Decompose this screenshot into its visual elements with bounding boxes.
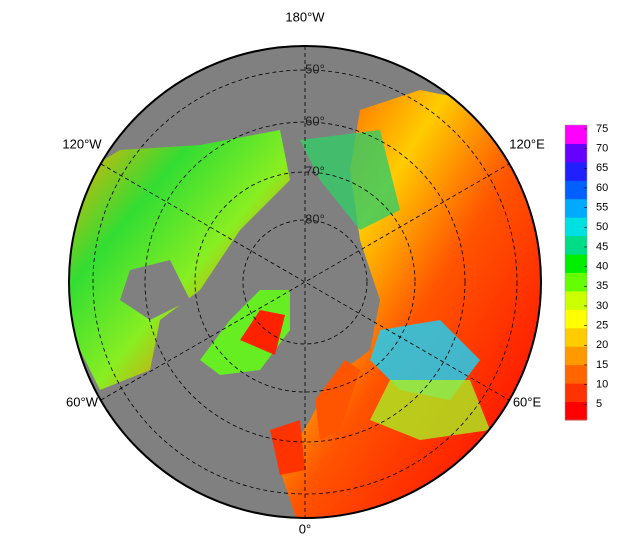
colorbar-tick-label: 25 xyxy=(596,320,608,332)
colorbar-tick-label: 65 xyxy=(596,162,608,174)
colorbar-tick-label: 60 xyxy=(596,182,608,194)
meridian xyxy=(100,163,510,401)
colorbar-band xyxy=(565,383,587,403)
meridian xyxy=(100,163,510,401)
colorbar-band xyxy=(565,272,587,292)
colorbar-band xyxy=(565,346,587,366)
colorbar-band xyxy=(565,364,587,384)
colorbar-tick-label: 40 xyxy=(596,261,608,273)
colorbar-band xyxy=(565,161,587,181)
colorbar-tick-label: 75 xyxy=(596,123,608,135)
colorbar-tick-label: 50 xyxy=(596,221,608,233)
longitude-label: 60°W xyxy=(66,394,99,409)
eurasia xyxy=(280,90,541,518)
longitude-label: 120°E xyxy=(509,136,545,151)
parallel xyxy=(144,121,466,443)
colorbar-tick-label: 15 xyxy=(596,359,608,371)
british-isles xyxy=(270,420,305,475)
colorbar-band xyxy=(565,309,587,329)
parallel xyxy=(194,171,416,393)
hudson-bay xyxy=(120,260,190,320)
colorbar-tick-label: 30 xyxy=(596,300,608,312)
colorbar-tick-label: 20 xyxy=(596,339,608,351)
colorbar-tick-label: 35 xyxy=(596,280,608,292)
parallel xyxy=(242,219,368,345)
graticule xyxy=(92,46,518,518)
colorbar-band xyxy=(565,180,587,200)
latitude-label: 60° xyxy=(305,113,325,128)
colorbar-band xyxy=(565,217,587,237)
map-area xyxy=(69,46,541,518)
latitude-label: 70° xyxy=(305,163,325,178)
latitude-label: 80° xyxy=(305,211,325,226)
colorbar-band xyxy=(565,235,587,255)
colorbar-band xyxy=(565,143,587,163)
region-green xyxy=(370,380,490,440)
colorbar-band xyxy=(565,254,587,273)
north-america xyxy=(70,130,290,390)
longitude-label: 120°W xyxy=(62,136,102,151)
colorbar-tick-label: 70 xyxy=(596,143,608,155)
colorbar-band xyxy=(565,125,587,144)
colorbar-tick-label: 45 xyxy=(596,241,608,253)
latitude-label: 50° xyxy=(305,61,325,76)
colorbar: 5 10 15 20 25 30 35 40 45 50 55 60 65 70 75 xyxy=(564,123,608,421)
colorbar-tick-label: 5 xyxy=(596,398,602,410)
map-border xyxy=(68,45,542,519)
scandinavia xyxy=(315,360,360,440)
colorbar-band xyxy=(565,327,587,347)
colorbar-frame xyxy=(564,124,588,421)
colorbar-band xyxy=(565,198,587,218)
colorbar-tick-label: 55 xyxy=(596,202,608,214)
colorbar-tick-label: 10 xyxy=(596,379,608,391)
region-green xyxy=(300,130,400,230)
colorbar-band xyxy=(565,401,587,421)
longitude-label: 180°W xyxy=(285,9,325,24)
longitude-label: 0° xyxy=(299,521,311,536)
greenland-core xyxy=(240,310,285,355)
longitude-label: 60°E xyxy=(513,394,542,409)
colorbar-band xyxy=(565,290,587,310)
